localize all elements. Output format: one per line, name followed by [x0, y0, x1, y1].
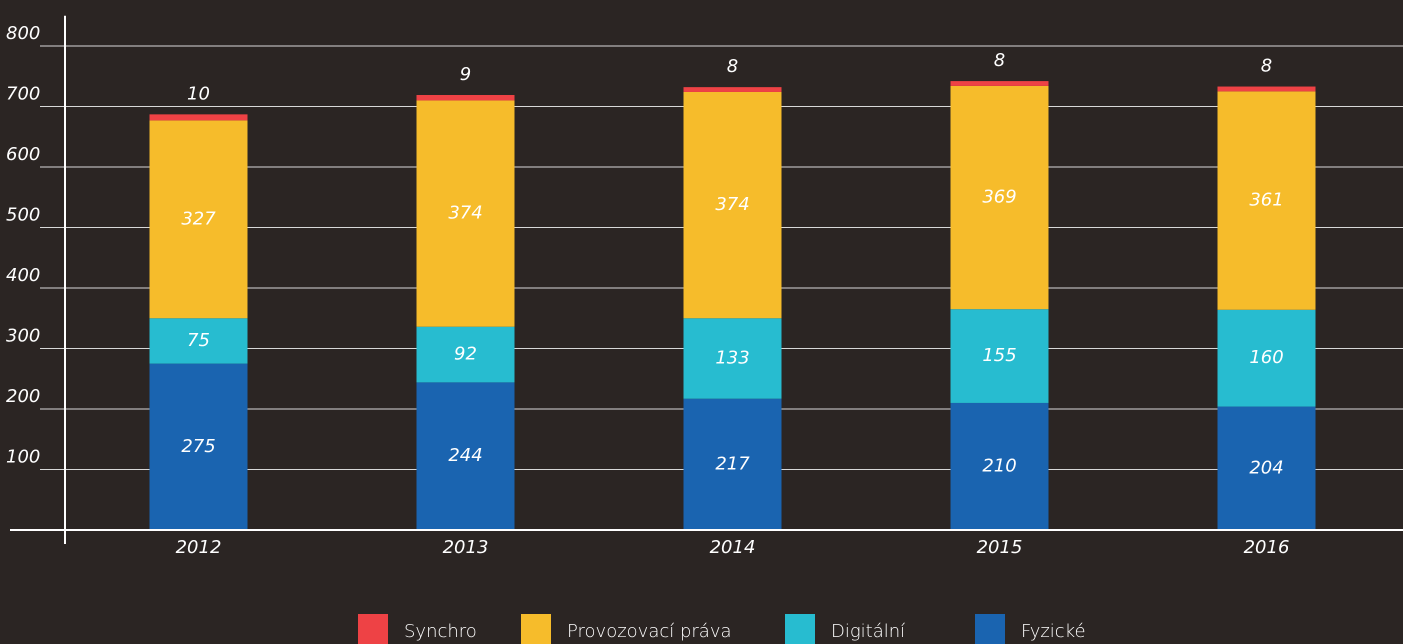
data-label: 8: [994, 50, 1005, 71]
bar-segment: [950, 85, 1049, 310]
legend-swatch: [975, 614, 1005, 644]
data-label: 9: [460, 64, 471, 85]
y-tick-label: 600: [6, 144, 40, 165]
bar-segment: [149, 318, 248, 364]
bar-segment: [416, 95, 515, 101]
bar-segment: [950, 402, 1049, 530]
x-tick-label: 2012: [176, 537, 222, 558]
x-tick-label: 2016: [1244, 537, 1290, 558]
legend-label: Digitální: [831, 621, 905, 642]
bar-segment: [950, 81, 1049, 86]
legend-label: Provozovací práva: [567, 621, 732, 642]
legend-label: Synchro: [404, 621, 477, 642]
bar-segment: [1217, 91, 1316, 310]
y-tick-label: 200: [6, 386, 40, 407]
bar-segment: [149, 120, 248, 319]
bar-segment: [683, 87, 782, 92]
data-label: 374: [448, 203, 482, 224]
bar-segment: [416, 326, 515, 383]
data-label: 275: [181, 436, 215, 457]
x-tick-label: 2015: [977, 537, 1023, 558]
data-label: 133: [715, 347, 749, 368]
y-tick-label: 400: [6, 265, 40, 286]
data-label: 155: [982, 345, 1016, 366]
data-label: 75: [187, 330, 210, 351]
bar-segment: [683, 318, 782, 399]
data-label: 204: [1249, 457, 1283, 478]
data-label: 210: [982, 455, 1016, 476]
legend-label: Fyzické: [1021, 621, 1086, 642]
data-label: 327: [181, 208, 216, 229]
data-label: 217: [715, 453, 750, 474]
y-tick-label: 100: [6, 447, 40, 468]
x-tick-label: 2013: [443, 537, 489, 558]
y-tick-label: 300: [6, 326, 40, 347]
bar-segment: [1217, 86, 1316, 92]
data-label: 369: [982, 187, 1016, 208]
data-label: 160: [1249, 347, 1283, 368]
x-tick-label: 2014: [710, 537, 756, 558]
data-label: 244: [448, 445, 482, 466]
legend-swatch: [521, 614, 551, 644]
data-label: 8: [727, 56, 738, 77]
bar-segment: [416, 382, 515, 530]
bar-segment: [149, 114, 248, 121]
y-tick-label: 700: [6, 84, 40, 105]
y-tick-label: 800: [6, 23, 40, 44]
bar-segment: [683, 398, 782, 530]
bar-segment: [149, 363, 248, 530]
data-label: 374: [715, 194, 749, 215]
bar-segment: [683, 91, 782, 319]
legend-swatch: [785, 614, 815, 644]
data-label: 361: [1249, 190, 1283, 211]
y-tick-label: 500: [6, 205, 40, 226]
data-label: 8: [1261, 56, 1272, 77]
bar-segment: [1217, 406, 1316, 530]
bar-segment: [1217, 309, 1316, 407]
bar-segment: [950, 309, 1049, 403]
data-label: 92: [454, 344, 477, 365]
data-label: 10: [187, 83, 210, 104]
legend-swatch: [358, 614, 388, 644]
bar-segment: [416, 100, 515, 327]
